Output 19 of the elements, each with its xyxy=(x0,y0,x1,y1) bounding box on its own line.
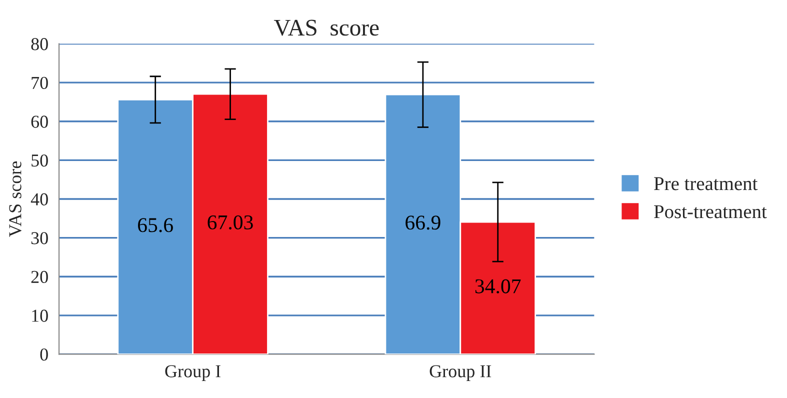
y-tick-label: 30 xyxy=(31,232,48,244)
y-tick-label: 40 xyxy=(30,193,48,206)
data-label: 66.9 xyxy=(406,216,440,230)
data-label: 65.6 xyxy=(138,218,173,232)
data-label: 34.07 xyxy=(475,279,521,294)
y-axis-title: VAS score xyxy=(9,161,22,237)
x-tick-label: Group I xyxy=(165,365,221,382)
x-tick-label: Group II xyxy=(430,365,492,382)
y-tick-label: 0 xyxy=(40,348,48,361)
legend-label: Post-treatment xyxy=(654,205,767,218)
y-tick-label: 70 xyxy=(32,76,48,90)
y-tick-label: 50 xyxy=(32,154,48,167)
y-tick-label: 10 xyxy=(32,310,48,322)
chart-title: VAS score xyxy=(274,20,379,36)
data-label: 67.03 xyxy=(208,215,253,230)
y-tick-label: 80 xyxy=(31,38,48,50)
y-tick-label: 60 xyxy=(31,116,48,128)
y-tick-label: 20 xyxy=(31,270,48,284)
legend-label: Pre treatment xyxy=(654,177,758,190)
